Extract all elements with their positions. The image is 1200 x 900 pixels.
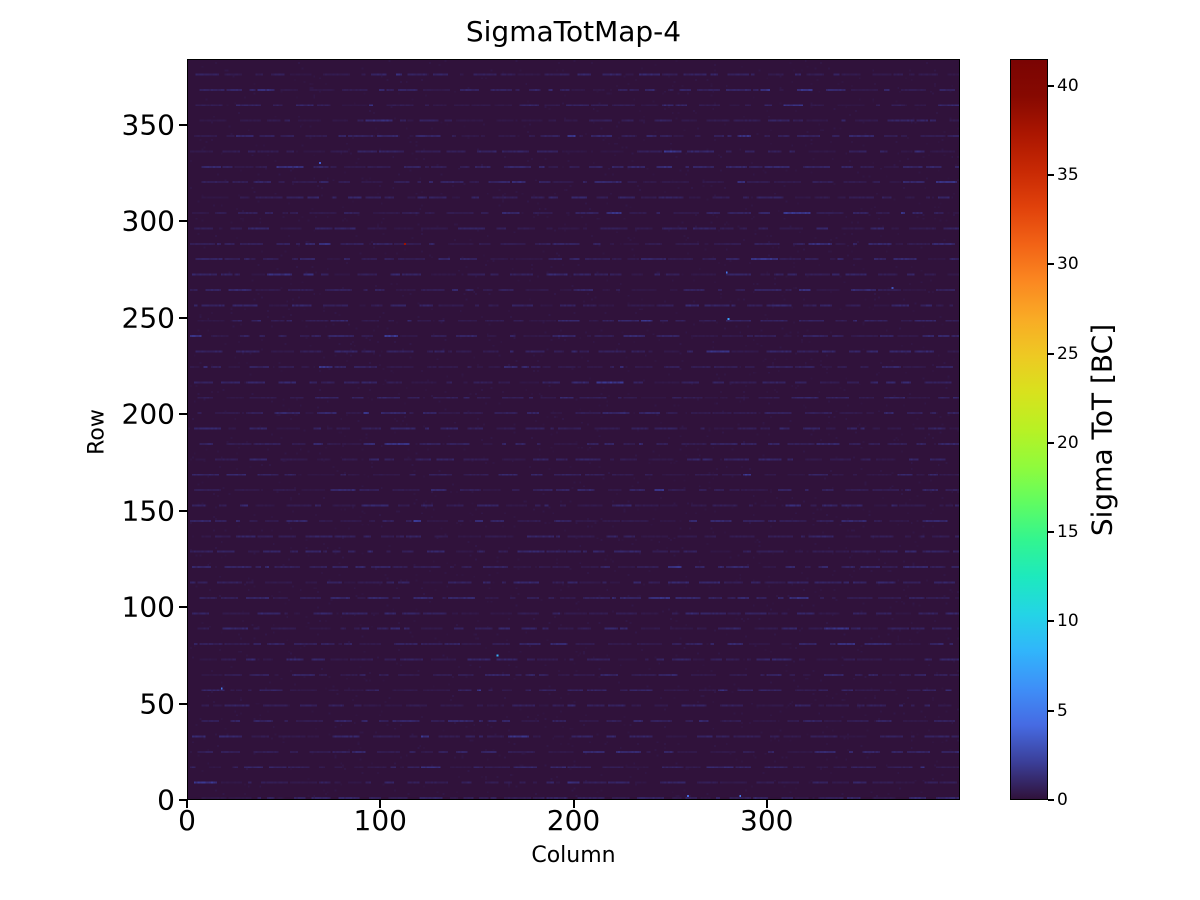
- y-tick-mark: [179, 220, 187, 223]
- y-tick-label: 300: [121, 204, 175, 238]
- y-tick-mark: [179, 702, 187, 705]
- y-tick-mark: [179, 509, 187, 512]
- colorbar: [1010, 59, 1048, 800]
- colorbar-tick-mark: [1048, 84, 1054, 87]
- y-tick-label: 100: [121, 590, 175, 624]
- y-tick-label: 350: [121, 108, 175, 142]
- y-tick-label: 50: [139, 687, 175, 721]
- x-axis-label: Column: [531, 843, 616, 868]
- x-tick-mark: [765, 800, 768, 808]
- colorbar-tick-mark: [1048, 531, 1054, 534]
- y-tick-label: 250: [121, 301, 175, 335]
- x-tick-label: 100: [353, 804, 407, 837]
- colorbar-tick-mark: [1048, 174, 1054, 177]
- x-tick-mark: [572, 800, 575, 808]
- colorbar-tick-label: 0: [1057, 790, 1068, 810]
- y-tick-mark: [179, 413, 187, 416]
- heatmap-canvas: [188, 60, 959, 799]
- x-tick-mark: [379, 800, 382, 808]
- x-tick-mark: [186, 800, 188, 808]
- x-tick-label: 0: [178, 804, 196, 837]
- colorbar-tick-label: 20: [1057, 432, 1079, 453]
- colorbar-tick-mark: [1048, 263, 1054, 266]
- y-tick-label: 0: [157, 783, 175, 817]
- colorbar-tick-label: 25: [1057, 343, 1079, 364]
- colorbar-tick-mark: [1048, 709, 1054, 712]
- colorbar-label: Sigma ToT [BC]: [1085, 323, 1119, 537]
- x-tick-label: 300: [740, 804, 794, 837]
- y-tick-mark: [179, 316, 187, 319]
- colorbar-tick-label: 15: [1057, 522, 1079, 543]
- plot-title: SigmaTotMap-4: [465, 15, 682, 48]
- y-tick-mark: [179, 799, 187, 801]
- y-axis-label: Row: [84, 409, 110, 455]
- y-tick-mark: [179, 606, 187, 609]
- colorbar-tick-mark: [1048, 352, 1054, 355]
- plot-area: [187, 59, 960, 800]
- colorbar-tick-label: 5: [1057, 700, 1068, 721]
- colorbar-tick-label: 35: [1057, 165, 1079, 186]
- colorbar-tick-mark: [1048, 799, 1054, 801]
- colorbar-tick-mark: [1048, 620, 1054, 623]
- y-tick-mark: [179, 123, 187, 126]
- y-tick-label: 150: [121, 494, 175, 528]
- colorbar-tick-label: 10: [1057, 611, 1079, 632]
- colorbar-tick-mark: [1048, 441, 1054, 444]
- y-tick-label: 200: [121, 397, 175, 431]
- colorbar-tick-label: 30: [1057, 254, 1079, 275]
- colorbar-tick-label: 40: [1057, 75, 1079, 96]
- x-tick-label: 200: [546, 804, 601, 837]
